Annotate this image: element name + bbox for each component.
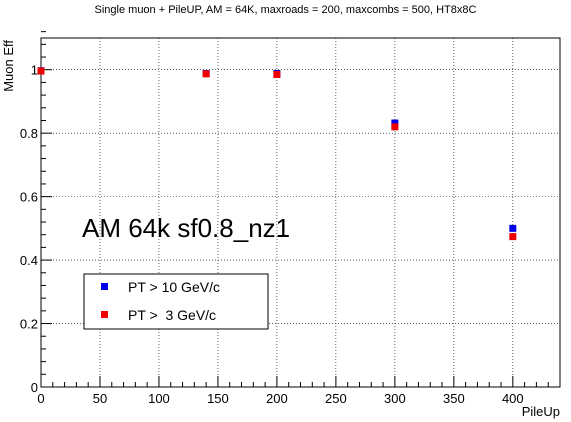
legend: PT > 10 GeV/c PT > 3 GeV/c xyxy=(84,274,268,329)
legend-marker-pt10 xyxy=(101,283,108,290)
legend-label-pt10: PT > 10 GeV/c xyxy=(128,279,220,295)
y-tick-label: 0.8 xyxy=(20,126,38,141)
x-tick-label: 150 xyxy=(207,391,229,406)
y-tick-label: 1 xyxy=(31,63,38,78)
data-point-series-0 xyxy=(509,225,516,232)
chart-title: Single muon + PileUP, AM = 64K, maxroads… xyxy=(95,4,477,16)
y-axis-label: Muon Eff xyxy=(1,40,16,92)
legend-marker-pt3 xyxy=(101,311,108,318)
x-tick-label: 0 xyxy=(37,391,44,406)
plot-annotation: AM 64k sf0.8_nz1 xyxy=(82,213,290,243)
x-tick-label: 350 xyxy=(443,391,465,406)
data-point-series-1 xyxy=(38,67,45,74)
legend-label-pt3: PT > 3 GeV/c xyxy=(128,307,216,323)
y-tick-label: 0.6 xyxy=(20,190,38,205)
y-tick-label: 0.4 xyxy=(20,253,38,268)
y-tick-label: 0.2 xyxy=(20,317,38,332)
x-axis-label: PileUp xyxy=(522,404,560,419)
data-point-series-1 xyxy=(509,233,516,240)
x-tick-label: 400 xyxy=(502,391,524,406)
y-tick-label: 0 xyxy=(31,380,38,395)
x-tick-label: 50 xyxy=(93,391,107,406)
x-tick-label: 300 xyxy=(384,391,406,406)
x-tick-label: 100 xyxy=(148,391,170,406)
x-tick-label: 250 xyxy=(325,391,347,406)
data-point-series-1 xyxy=(203,70,210,77)
data-point-series-1 xyxy=(273,71,280,78)
data-point-series-1 xyxy=(391,123,398,130)
x-tick-label: 200 xyxy=(266,391,288,406)
